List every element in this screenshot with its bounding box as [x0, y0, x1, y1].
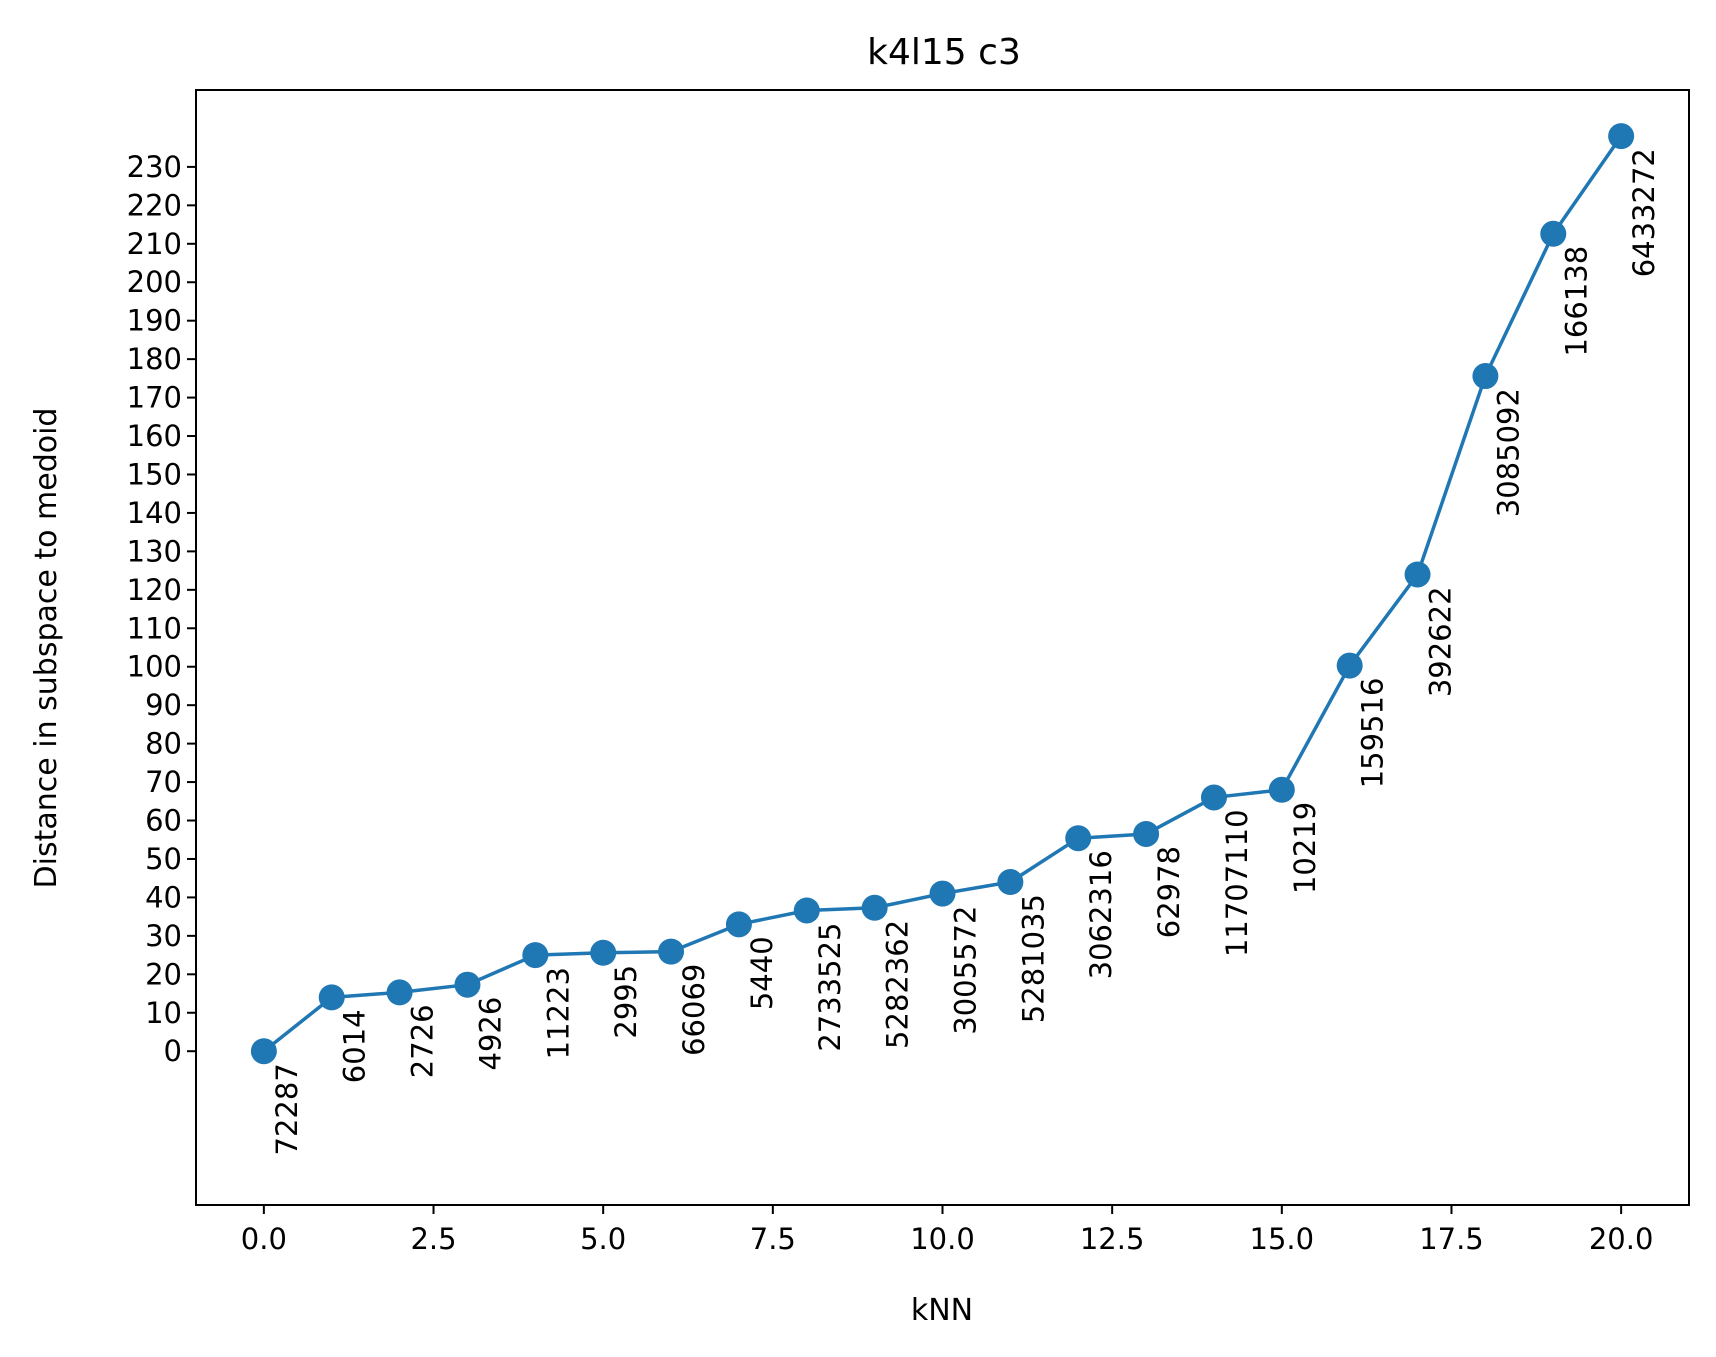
- y-tick-label: 170: [127, 381, 182, 415]
- point-label: 11223: [541, 967, 575, 1059]
- point-label: 392622: [1424, 586, 1458, 697]
- data-point: [1336, 652, 1363, 679]
- data-point: [861, 894, 888, 921]
- y-tick-label: 160: [127, 419, 182, 453]
- point-label: 4926: [473, 997, 507, 1071]
- data-point: [1268, 776, 1295, 803]
- point-label: 6014: [338, 1009, 372, 1083]
- y-axis-label: Distance in subspace to medoid: [29, 408, 64, 889]
- y-tick-label: 50: [145, 842, 182, 876]
- point-label: 66069: [677, 964, 711, 1056]
- point-label: 2995: [609, 965, 643, 1039]
- data-point: [1608, 123, 1635, 150]
- point-label: 72287: [270, 1063, 304, 1155]
- point-label: 6433272: [1627, 148, 1661, 277]
- point-label: 10219: [1288, 802, 1322, 894]
- plot-area: 0.0 2.5 5.0 7.5 10.0 12.5 15.0 17.5 20.0 0 10 20 30 4…: [127, 123, 1661, 1256]
- x-axis-label: kNN: [911, 1293, 973, 1328]
- data-point: [250, 1038, 277, 1065]
- x-tick-label: 7.5: [750, 1222, 796, 1256]
- point-label: 3085092: [1491, 388, 1525, 517]
- data-point: [793, 897, 820, 924]
- y-tick-label: 60: [145, 804, 182, 838]
- data-point: [725, 911, 752, 938]
- point-label: 159516: [1356, 678, 1390, 789]
- data-point: [522, 942, 549, 969]
- x-tick-label: 5.0: [580, 1222, 626, 1256]
- data-point: [386, 979, 413, 1006]
- y-tick-label: 220: [127, 188, 182, 222]
- data-point: [929, 880, 956, 907]
- data-point: [1200, 784, 1227, 811]
- point-label: 2726: [406, 1004, 440, 1078]
- y-tick-label: 140: [127, 496, 182, 530]
- x-tick-label: 2.5: [410, 1222, 456, 1256]
- x-tick-label: 12.5: [1080, 1222, 1145, 1256]
- data-point: [1472, 363, 1499, 390]
- y-tick-label: 40: [145, 880, 182, 914]
- y-tick-label: 90: [145, 688, 182, 722]
- y-tick-label: 30: [145, 919, 182, 953]
- data-point: [1404, 561, 1431, 588]
- y-tick-label: 100: [127, 650, 182, 684]
- y-tick-label: 120: [127, 573, 182, 607]
- y-tick-label: 0: [164, 1034, 182, 1068]
- point-label: 2733525: [813, 922, 847, 1051]
- data-point: [590, 939, 617, 966]
- y-tick-label: 210: [127, 227, 182, 261]
- chart-title: k4l15 c3: [867, 32, 1021, 73]
- y-tick-label: 150: [127, 457, 182, 491]
- y-tick-label: 130: [127, 534, 182, 568]
- point-label: 3062316: [1084, 850, 1118, 979]
- x-tick-label: 20.0: [1589, 1222, 1654, 1256]
- point-label: 166138: [1559, 246, 1593, 357]
- y-tick-label: 230: [127, 150, 182, 184]
- point-label: 3005572: [949, 906, 983, 1035]
- x-tick-label: 10.0: [910, 1222, 975, 1256]
- data-point: [1540, 220, 1567, 247]
- y-tick-label: 110: [127, 611, 182, 645]
- y-tick-label: 70: [145, 765, 182, 799]
- axes-frame: [195, 89, 1690, 1206]
- point-label: 11707110: [1220, 809, 1254, 957]
- x-tick-label: 15.0: [1250, 1222, 1315, 1256]
- y-tick-label: 180: [127, 342, 182, 376]
- data-point: [997, 869, 1024, 896]
- point-label: 62978: [1152, 846, 1186, 938]
- y-tick-label: 10: [145, 996, 182, 1030]
- point-label: 5440: [745, 936, 779, 1010]
- x-tick-label: 17.5: [1419, 1222, 1484, 1256]
- y-tick-label: 20: [145, 957, 182, 991]
- data-point: [658, 938, 685, 965]
- data-point: [1133, 820, 1160, 847]
- point-label: 5282362: [881, 920, 915, 1049]
- x-tick-label: 0.0: [241, 1222, 287, 1256]
- data-point: [454, 971, 481, 998]
- point-label: 5281035: [1016, 894, 1050, 1023]
- data-point: [1065, 825, 1092, 852]
- y-tick-label: 80: [145, 727, 182, 761]
- data-point: [318, 984, 345, 1011]
- y-tick-label: 190: [127, 304, 182, 338]
- y-tick-label: 200: [127, 265, 182, 299]
